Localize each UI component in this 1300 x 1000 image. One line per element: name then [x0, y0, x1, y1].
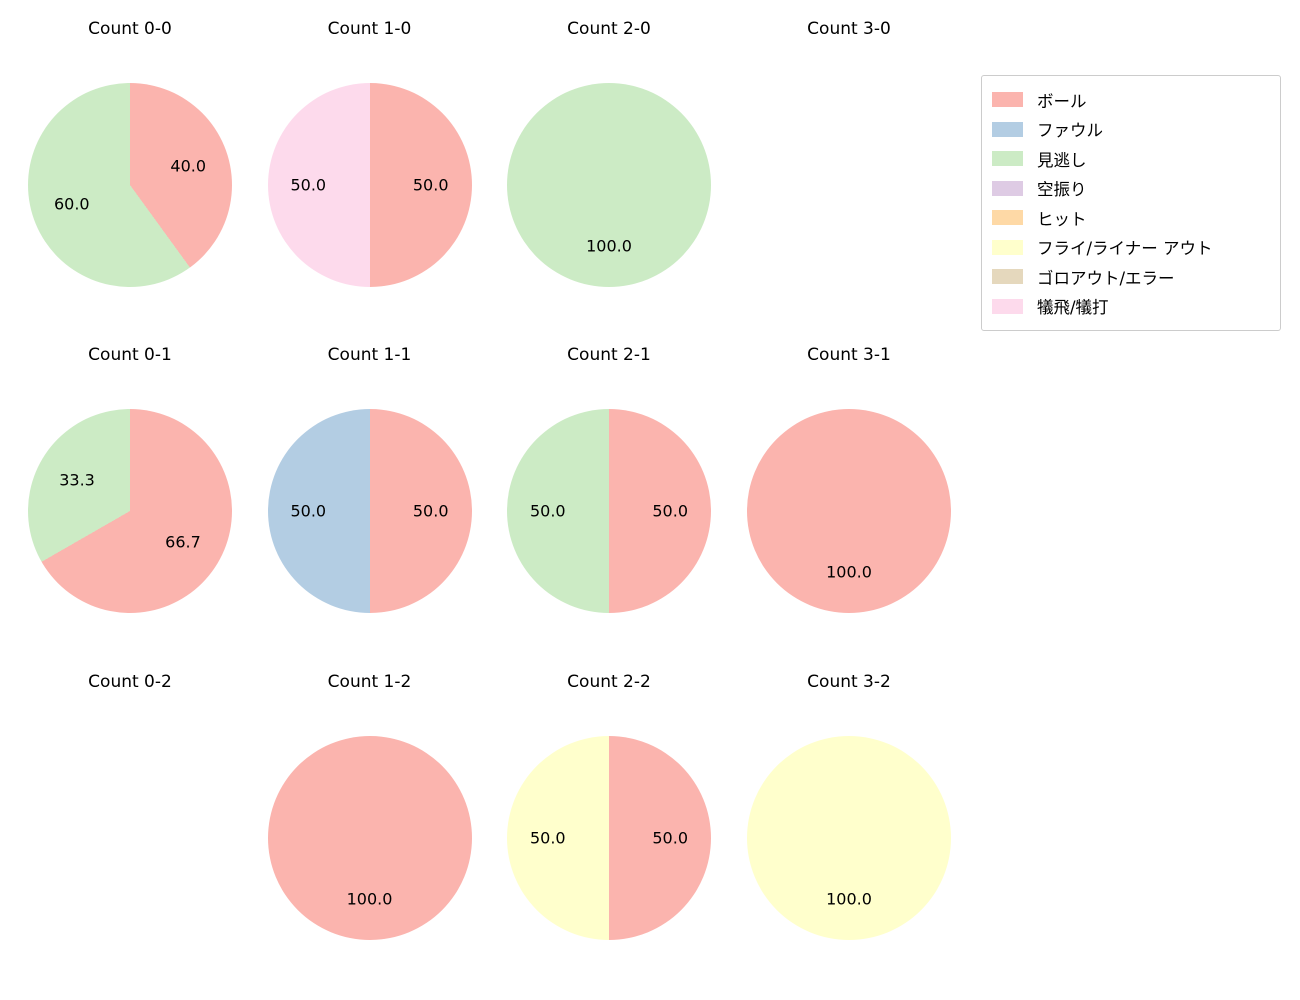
- pie-slice-label: 40.0: [170, 156, 207, 176]
- legend-item: ゴロアウト/エラー: [992, 262, 1270, 292]
- legend-color-swatch: [992, 180, 1023, 196]
- legend-item: ボール: [992, 85, 1270, 115]
- legend-item: フライ/ライナー アウト: [992, 233, 1270, 263]
- pie: [747, 409, 951, 613]
- pie-slice-label: 50.0: [652, 828, 688, 848]
- legend-color-swatch: [992, 151, 1023, 167]
- pie-slice-label: 33.3: [59, 470, 95, 490]
- chart-title: Count 1-0: [327, 19, 412, 39]
- pie-slice-label: 100.0: [586, 236, 632, 256]
- legend-item-label: ボール: [1037, 91, 1087, 111]
- chart-title: Count 2-2: [567, 672, 651, 692]
- legend-item: 犠飛/犠打: [992, 292, 1270, 322]
- chart-title: Count 0-2: [88, 672, 172, 692]
- legend-item: ファウル: [992, 115, 1270, 145]
- pie-slice-label: 50.0: [529, 828, 566, 848]
- legend-color-swatch: [992, 210, 1023, 226]
- pie-slice-label: 50.0: [290, 501, 327, 521]
- legend-color-swatch: [992, 298, 1023, 314]
- legend-item: 空振り: [992, 174, 1270, 204]
- chart-title: Count 3-1: [807, 345, 891, 365]
- pie-slice-label: 100.0: [826, 562, 872, 582]
- pie-slice-label: 50.0: [412, 175, 449, 195]
- chart-title: Count 0-0: [88, 19, 172, 39]
- pie-slice-label: 60.0: [53, 194, 90, 214]
- chart-title: Count 1-2: [327, 672, 412, 692]
- chart-title: Count 3-0: [807, 19, 891, 39]
- pie: [28, 83, 232, 287]
- pie-slice-label: 66.7: [165, 532, 201, 552]
- pie: [507, 736, 711, 940]
- legend-item-label: ヒット: [1037, 209, 1087, 229]
- legend-item-label: 空振り: [1037, 180, 1087, 200]
- pie-slice-label: 50.0: [652, 501, 688, 521]
- pie: [267, 736, 472, 940]
- legend-item-label: ファウル: [1037, 121, 1103, 141]
- legend-item: ヒット: [992, 203, 1270, 233]
- legend-color-swatch: [992, 239, 1023, 255]
- pie: [28, 409, 232, 613]
- legend-item-label: 見逃し: [1037, 150, 1087, 170]
- legend: ボールファウル見逃し空振りヒットフライ/ライナー アウト ゴロアウト/エラー 犠飛/…: [981, 75, 1281, 331]
- legend-items: ボールファウル見逃し空振りヒットフライ/ライナー アウト ゴロアウト/エラー 犠飛/…: [992, 85, 1270, 321]
- chart-title: Count 0-1: [88, 345, 172, 365]
- legend-color-swatch: [992, 121, 1023, 137]
- chart-title: Count 1-1: [327, 345, 412, 365]
- chart-title: Count 3-2: [807, 672, 891, 692]
- legend-color-swatch: [992, 269, 1023, 285]
- pie-slice-label: 100.0: [346, 889, 393, 909]
- pie-slice-label: 50.0: [290, 175, 327, 195]
- legend-item-label: ゴロアウト/エラー: [1037, 268, 1175, 288]
- legend-item-label: 犠飛/犠打: [1037, 298, 1109, 318]
- legend-item-label: フライ/ライナー アウト: [1037, 239, 1213, 259]
- pie: [507, 409, 711, 613]
- legend-item: 見逃し: [992, 144, 1270, 174]
- pie: [267, 83, 472, 287]
- pie: [267, 409, 472, 613]
- pie-slice-label: 100.0: [826, 889, 872, 909]
- pie: [747, 736, 951, 940]
- pie: [507, 83, 711, 287]
- legend-color-swatch: [992, 92, 1023, 108]
- pie-slice-label: 50.0: [412, 501, 449, 521]
- pie-slice-label: 50.0: [529, 501, 566, 521]
- chart-title: Count 2-1: [567, 345, 651, 365]
- chart-title: Count 2-0: [567, 19, 651, 39]
